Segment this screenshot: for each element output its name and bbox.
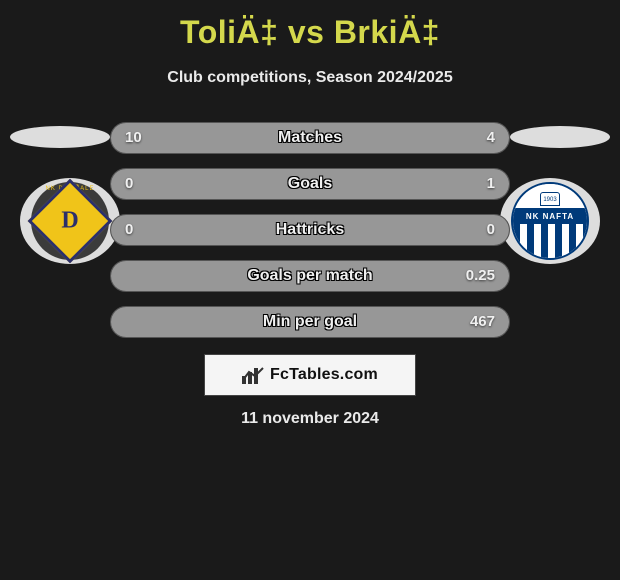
brand-text: FcTables.com bbox=[270, 366, 378, 384]
stat-label: Goals bbox=[111, 169, 509, 200]
nafta-badge-name: NK NAFTA bbox=[513, 210, 587, 224]
date-line: 11 november 2024 bbox=[0, 410, 620, 428]
page-title: ToliÄ‡ vs BrkiÄ‡ bbox=[0, 0, 620, 51]
avatar-shadow-right bbox=[510, 126, 610, 148]
brand-box[interactable]: FcTables.com bbox=[204, 354, 416, 396]
stat-label: Min per goal bbox=[111, 307, 509, 338]
club-badge-right: 1903 NK NAFTA bbox=[500, 178, 600, 264]
brand-bars-icon bbox=[242, 366, 264, 384]
stat-row: 0.25Goals per match bbox=[110, 260, 510, 292]
stat-label: Hattricks bbox=[111, 215, 509, 246]
dom-badge: NK DOMŽALE D bbox=[31, 182, 109, 260]
nafta-badge-year: 1903 bbox=[540, 192, 560, 206]
stat-row: 467Min per goal bbox=[110, 306, 510, 338]
stat-label: Goals per match bbox=[111, 261, 509, 292]
nafta-badge: 1903 NK NAFTA bbox=[511, 182, 589, 260]
club-badge-left: NK DOMŽALE D bbox=[20, 178, 120, 264]
page-subtitle: Club competitions, Season 2024/2025 bbox=[0, 69, 620, 87]
stat-row: 00Hattricks bbox=[110, 214, 510, 246]
stat-row: 01Goals bbox=[110, 168, 510, 200]
dom-badge-letter: D bbox=[61, 208, 78, 235]
stat-row: 104Matches bbox=[110, 122, 510, 154]
avatar-shadow-left bbox=[10, 126, 110, 148]
nafta-badge-top: 1903 bbox=[513, 184, 587, 210]
stats-block: 104Matches 01Goals 00Hattricks 0.25Goals pe… bbox=[110, 122, 510, 352]
nafta-badge-stripes bbox=[513, 224, 587, 258]
stat-label: Matches bbox=[111, 123, 509, 154]
